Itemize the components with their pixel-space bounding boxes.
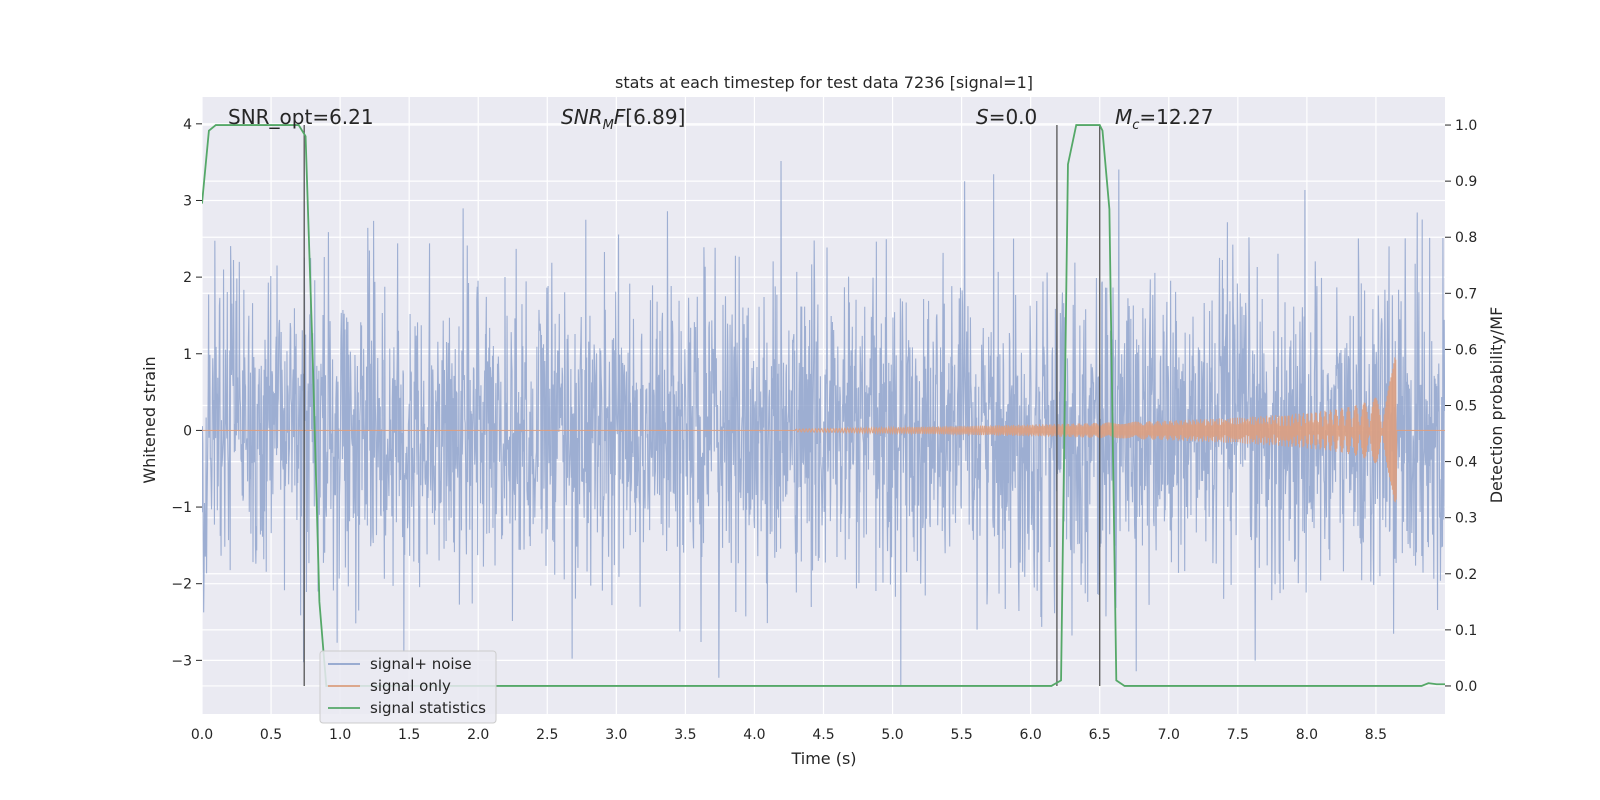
x-tick-label: 2.0 (467, 727, 489, 743)
x-tick-label: 8.5 (1365, 727, 1387, 743)
y-right-tick-label: 0.2 (1455, 567, 1477, 583)
annotation-snr-mf: SNRMF[6.89] (561, 105, 685, 133)
y-axis-right-ticks: 0.0 0.1 0.2 0.3 0.4 0.5 0.6 0.7 0.8 0.9 1.0 (1445, 118, 1477, 695)
legend-box (319, 650, 497, 724)
x-axis-ticks: 0.0 0.5 1.0 1.5 2.0 2.5 3.0 3.5 4.0 4.5 5.0 5.5 6.0 6… (191, 727, 1387, 743)
x-tick-label: 5.5 (950, 727, 972, 743)
x-tick-label: 7.0 (1158, 727, 1180, 743)
x-tick-label: 0.0 (191, 727, 213, 743)
y-axis-right-label: Detection probability/MF (1487, 307, 1506, 504)
y-right-tick-label: 0.3 (1455, 511, 1477, 527)
x-tick-label: 8.0 (1296, 727, 1318, 743)
x-tick-label: 3.5 (674, 727, 696, 743)
y-right-tick-label: 0.4 (1455, 455, 1477, 471)
y-left-tick-label: 1 (183, 347, 192, 363)
y-left-tick-label: 2 (183, 270, 192, 286)
y-left-tick-label: 3 (183, 193, 192, 209)
x-tick-label: 0.5 (260, 727, 282, 743)
y-right-tick-label: 0.9 (1455, 174, 1477, 190)
y-right-tick-label: 0.1 (1455, 623, 1477, 639)
x-tick-label: 6.0 (1020, 727, 1042, 743)
y-left-tick-label: −3 (171, 653, 192, 669)
y-left-tick-label: −2 (171, 577, 192, 593)
x-tick-label: 5.0 (881, 727, 903, 743)
x-tick-label: 1.5 (398, 727, 420, 743)
x-tick-label: 2.5 (536, 727, 558, 743)
y-right-tick-label: 0.6 (1455, 342, 1477, 358)
legend-label-signal-noise: signal+ noise (370, 655, 472, 673)
y-axis-left-ticks: −3 −2 −1 0 1 2 3 4 (171, 117, 202, 669)
x-axis-label: Time (s) (790, 749, 856, 768)
x-tick-label: 7.5 (1227, 727, 1249, 743)
y-right-tick-label: 0.5 (1455, 399, 1477, 415)
y-right-tick-label: 0.0 (1455, 679, 1477, 695)
x-tick-label: 4.5 (812, 727, 834, 743)
y-right-tick-label: 1.0 (1455, 118, 1477, 134)
x-tick-label: 6.5 (1089, 727, 1111, 743)
annotation-mc: Mc=12.27 (1115, 105, 1213, 133)
y-right-tick-label: 0.7 (1455, 286, 1477, 302)
y-right-tick-label: 0.8 (1455, 230, 1477, 246)
legend-label-signal-statistics: signal statistics (370, 699, 486, 717)
y-left-tick-label: 4 (183, 117, 192, 133)
y-axis-left-label: Whitened strain (140, 356, 159, 483)
x-tick-label: 3.0 (605, 727, 627, 743)
series-signal-statistics (202, 124, 1445, 687)
x-tick-label: 1.0 (329, 727, 351, 743)
y-left-tick-label: −1 (171, 500, 192, 516)
series-signal-only (202, 357, 1445, 503)
annotation-s: S=0.0 (976, 105, 1037, 129)
annotation-snr-opt: SNR_opt=6.21 (228, 105, 374, 129)
y-left-tick-label: 0 (183, 423, 192, 439)
x-tick-label: 4.0 (743, 727, 765, 743)
legend-label-signal-only: signal only (370, 677, 451, 695)
detection-markers (303, 125, 1101, 686)
chart-title: stats at each timestep for test data 723… (615, 73, 1033, 92)
series-signal-noise (202, 160, 1445, 686)
legend: signal+ noise signal only signal statist… (319, 650, 497, 724)
